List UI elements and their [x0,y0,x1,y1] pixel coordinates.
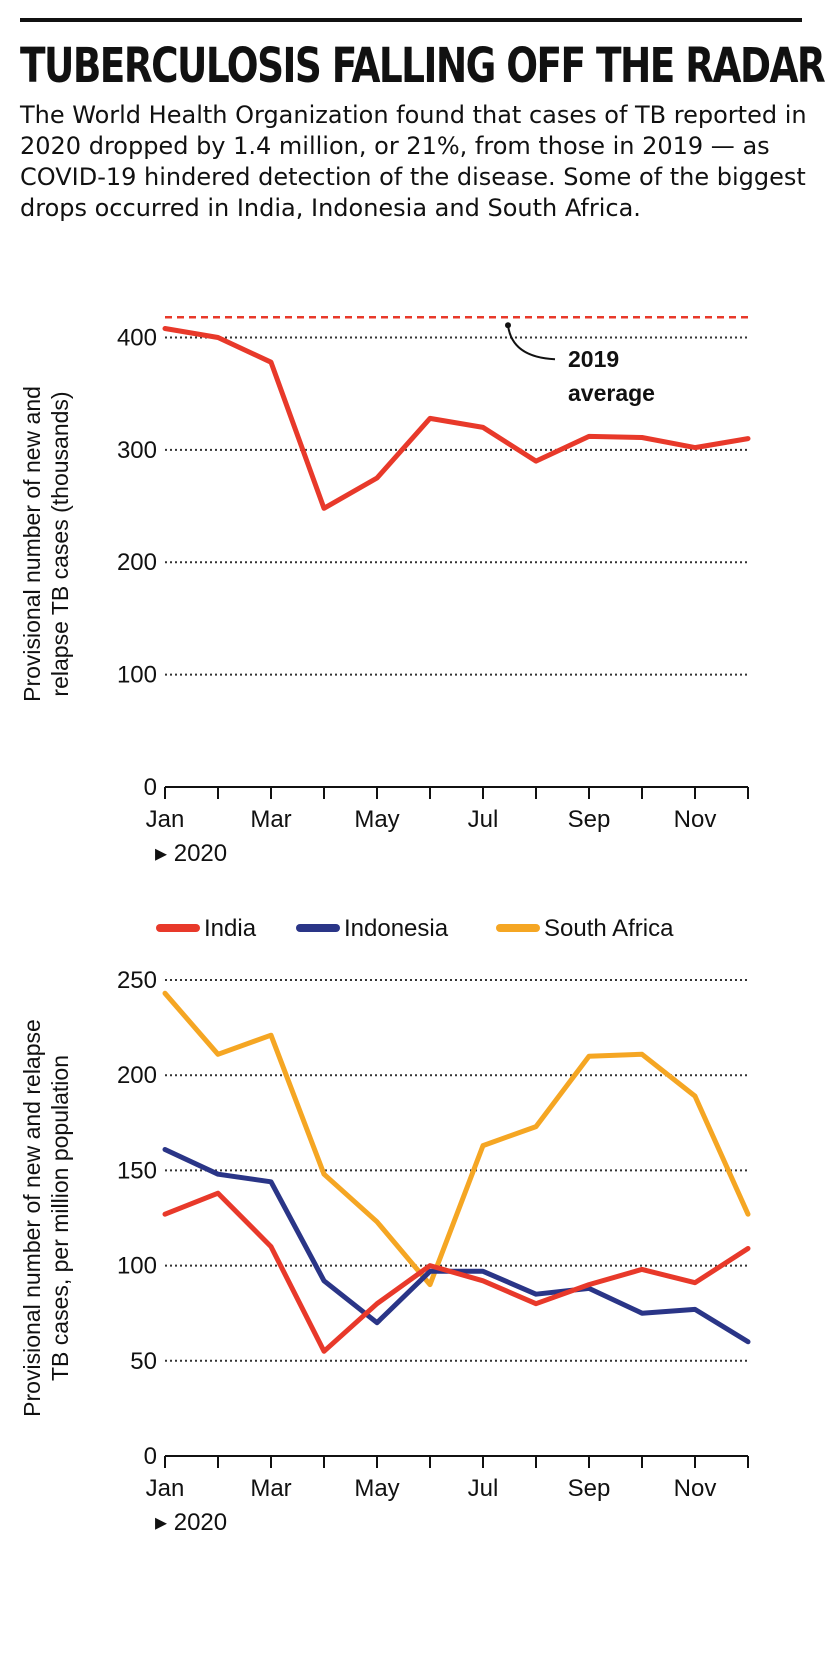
y-tick-label: 150 [117,1157,157,1184]
y-tick-label: 400 [117,324,157,351]
chart-per-million: Provisional number of new and relapse TB … [19,915,751,1536]
x-tick-label: Jan [146,1475,185,1502]
x-tick-label: May [354,1475,399,1502]
annotation-dot [505,322,511,329]
x-tick-label: Jan [146,806,185,833]
y-tick-label: 0 [144,1443,157,1470]
year-label: ▸ 2020 [155,1509,227,1536]
chart-global-cases: Provisional number of new and relapse TB … [19,315,751,867]
legend-label-indonesia: Indonesia [344,915,449,942]
year-label: ▸ 2020 [155,840,227,867]
y-tick-label: 100 [117,662,157,689]
y-tick-label: 200 [117,549,157,576]
y-axis-label: TB cases, per million population [47,1055,73,1381]
series-line-indonesia [162,1147,751,1345]
top-rule [20,18,802,22]
y-axis-label: relapse TB cases (thousands) [47,391,73,696]
y-tick-label: 50 [130,1348,157,1375]
x-tick-label: Mar [250,806,291,833]
series-line-global [162,326,751,511]
page-subtitle: The World Health Organization found that… [20,101,807,222]
x-tick-label: Jul [468,806,499,833]
page-title: TUBERCULOSIS FALLING OFF THE RADAR [20,38,826,94]
annotation-leader [507,325,556,361]
y-tick-label: 200 [117,1062,157,1089]
reference-line-label: average [568,380,655,406]
y-tick-label: 100 [117,1253,157,1280]
x-tick-label: Sep [568,806,611,833]
y-tick-label: 250 [117,967,157,994]
series-line-south-africa [162,990,751,1288]
y-tick-label: 300 [117,437,157,464]
x-tick-label: Nov [674,1475,717,1502]
y-axis-label: Provisional number of new and [19,386,45,702]
legend-label-south-africa: South Africa [544,915,674,942]
series-line-india [162,1190,751,1354]
y-tick-label: 0 [144,774,157,801]
y-axis-label: Provisional number of new and relapse [19,1019,45,1417]
x-tick-label: Nov [674,806,717,833]
x-tick-label: Mar [250,1475,291,1502]
x-tick-label: Jul [468,1475,499,1502]
legend-label-india: India [204,915,257,942]
x-tick-label: May [354,806,399,833]
x-tick-label: Sep [568,1475,611,1502]
reference-line-label: 2019 [568,346,619,372]
